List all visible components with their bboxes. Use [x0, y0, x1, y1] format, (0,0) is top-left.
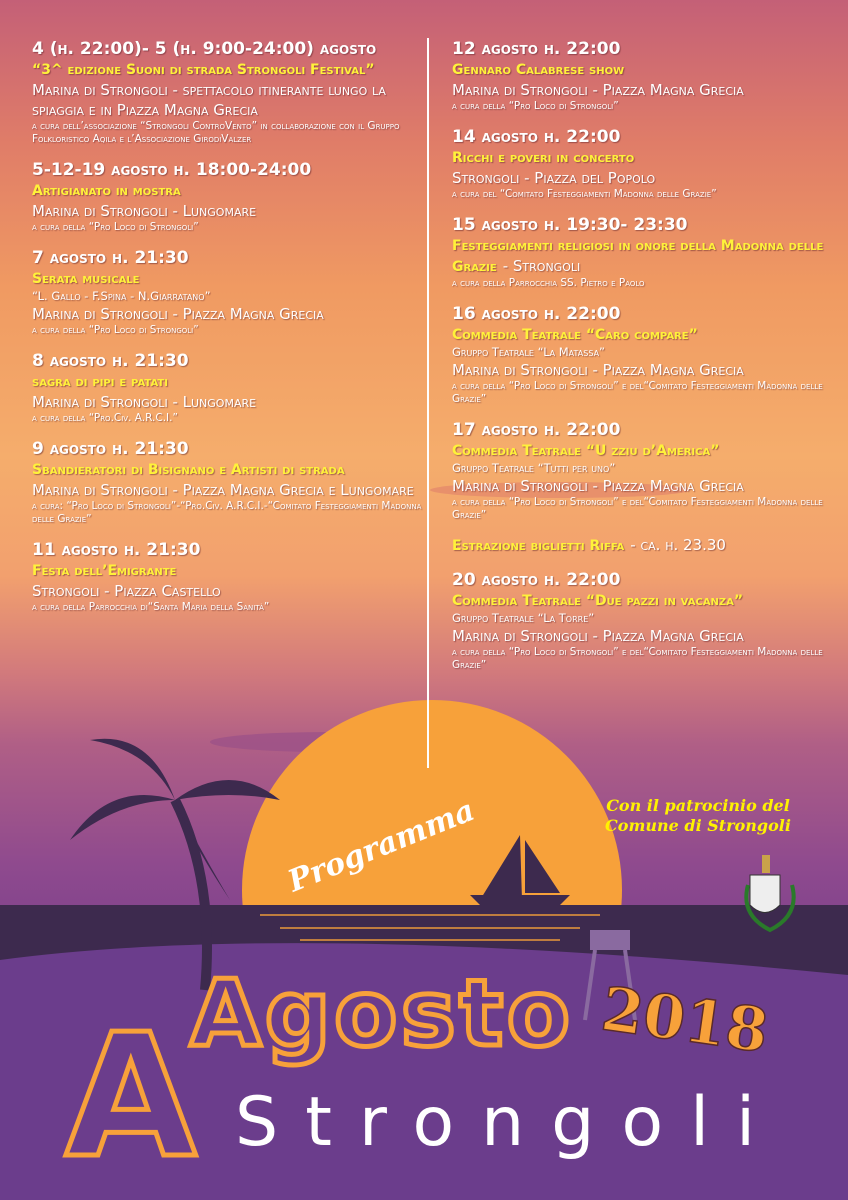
- event-place: Marina di Strongoli - Piazza Magna Greci…: [452, 627, 744, 645]
- event: 17 agosto h. 22:00 Commedia Teatrale “U z…: [452, 419, 832, 522]
- event: 4 (h. 22:00)- 5 (h. 9:00-24:00) agosto “3…: [32, 38, 422, 146]
- event-note: a cura della “Pro Loco di Strongoli” e d…: [452, 380, 823, 405]
- event-subtitle: “L. Gallo - F.Spina - N.Giarratano”: [32, 289, 211, 303]
- event-note: a cura della “Pro Loco di Strongoli” e d…: [452, 496, 823, 521]
- event: 16 agosto h. 22:00 Commedia Teatrale “Car…: [452, 303, 832, 406]
- event: 7 agosto h. 21:30 Serata musicale “L. Gall…: [32, 247, 422, 337]
- event-place: Strongoli - Piazza del Popolo: [452, 169, 656, 187]
- event-date: 7 agosto h. 21:30: [32, 248, 189, 268]
- event-date: 17 agosto h. 22:00: [452, 420, 621, 440]
- event-date: 8 agosto h. 21:30: [32, 351, 189, 371]
- event-title: Festa dell’Emigrante: [32, 563, 177, 579]
- event-date: 15 agosto h. 19:30- 23:30: [452, 215, 688, 235]
- sponsor: Con il patrocinio del Comune di Strongol…: [578, 796, 818, 836]
- raffle: Estrazione biglietti Riffa - ca. h. 23.30: [452, 535, 832, 556]
- raffle-title: Estrazione biglietti Riffa: [452, 538, 625, 554]
- separator: [427, 38, 429, 768]
- raffle-time: - ca. h. 23.30: [630, 536, 726, 554]
- event-title: Serata musicale: [32, 271, 140, 287]
- event: 12 agosto h. 22:00 Gennaro Calabrese show…: [452, 38, 832, 113]
- event-note: a cura della “Pro Loco di Strongoli”: [32, 324, 199, 336]
- event-note: a cura della “Pro Loco di Strongoli” e d…: [452, 646, 823, 671]
- event: 5-12-19 agosto h. 18:00-24:00 Artigianato…: [32, 159, 422, 234]
- event-place: - Strongoli: [502, 257, 581, 275]
- event-subtitle: Gruppo Teatrale “La Matassa”: [452, 345, 606, 359]
- event-subtitle: Gruppo Teatrale “Tutti per uno”: [452, 461, 616, 475]
- event-place: Marina di Strongoli - Piazza Magna Greci…: [452, 477, 744, 495]
- event-place: Marina di Strongoli - Piazza Magna Greci…: [32, 481, 414, 499]
- event-date: 12 agosto h. 22:00: [452, 39, 621, 59]
- event-note: a cura della “Pro Loco di Strongoli”: [32, 221, 199, 233]
- event: 9 agosto h. 21:30 Sbandieratori di Bisign…: [32, 438, 422, 526]
- left-column: 4 (h. 22:00)- 5 (h. 9:00-24:00) agosto “3…: [32, 38, 422, 627]
- sponsor-line: Con il patrocinio del: [606, 796, 790, 815]
- event-place: Marina di Strongoli - spettacolo itinera…: [32, 81, 386, 119]
- event: 15 agosto h. 19:30- 23:30 Festeggiamenti …: [452, 214, 832, 290]
- event-title: Gennaro Calabrese show: [452, 62, 625, 78]
- event-note: a cura dell’associazione “Strongoli Cont…: [32, 120, 400, 145]
- event-title: Ricchi e poveri in concerto: [452, 150, 635, 166]
- event-note: a cura della “Pro Loco di Strongoli”: [452, 100, 619, 112]
- event-place: Marina di Strongoli - Piazza Magna Greci…: [32, 305, 324, 323]
- right-column: 12 agosto h. 22:00 Gennaro Calabrese show…: [452, 38, 832, 685]
- event: 14 agosto h. 22:00 Ricchi e poveri in con…: [452, 126, 832, 201]
- event-title: Festeggiamenti religiosi in onore della …: [452, 238, 824, 275]
- event: 11 agosto h. 21:30 Festa dell’Emigrante St…: [32, 539, 422, 614]
- event-place: Marina di Strongoli - Lungomare: [32, 393, 257, 411]
- event-title: sagra di pipi e patati: [32, 374, 168, 390]
- event-place: Marina di Strongoli - Piazza Magna Greci…: [452, 81, 744, 99]
- event-note: a cura del “Comitato Festeggiamenti Mado…: [452, 188, 717, 200]
- event-subtitle: Gruppo Teatrale “La Torre”: [452, 611, 595, 625]
- event-title: “3^ edizione Suoni di strada Strongoli F…: [32, 62, 375, 78]
- event-title: Commedia Teatrale “U zziu d’America”: [452, 443, 720, 459]
- event-title: Sbandieratori di Bisignano e Artisti di …: [32, 462, 345, 478]
- headline-initial: A: [65, 998, 197, 1196]
- event-date: 4 (h. 22:00)- 5 (h. 9:00-24:00) agosto: [32, 39, 377, 59]
- event-note: a cura: “Pro Loco di Strongoli”-“Pro.Civ…: [32, 500, 422, 525]
- event-date: 20 agosto h. 22:00: [452, 570, 621, 590]
- event: 8 agosto h. 21:30 sagra di pipi e patati M…: [32, 350, 422, 425]
- event-place: Marina di Strongoli - Lungomare: [32, 202, 257, 220]
- event-note: a cura della Parrocchia di“Santa Maria d…: [32, 601, 270, 613]
- event-note: a cura della “Pro.Civ. A.R.C.I.”: [32, 412, 178, 424]
- headline-month: Agosto: [190, 960, 570, 1067]
- event: 20 agosto h. 22:00 Commedia Teatrale “Due…: [452, 569, 832, 672]
- event-date: 9 agosto h. 21:30: [32, 439, 189, 459]
- event-title: Artigianato in mostra: [32, 183, 181, 199]
- event-note: a cura della Parrocchia SS. Pietro e Pao…: [452, 277, 645, 289]
- event-place: Strongoli - Piazza Castello: [32, 582, 221, 600]
- sponsor-line: Comune di Strongoli: [605, 816, 791, 835]
- event-date: 16 agosto h. 22:00: [452, 304, 621, 324]
- event-title: Commedia Teatrale “Due pazzi in vacanza”: [452, 593, 744, 609]
- event-date: 5-12-19 agosto h. 18:00-24:00: [32, 160, 312, 180]
- event-title: Commedia Teatrale “Caro compare”: [452, 327, 698, 343]
- event-date: 11 agosto h. 21:30: [32, 540, 201, 560]
- event-date: 14 agosto h. 22:00: [452, 127, 621, 147]
- event-place: Marina di Strongoli - Piazza Magna Greci…: [452, 361, 744, 379]
